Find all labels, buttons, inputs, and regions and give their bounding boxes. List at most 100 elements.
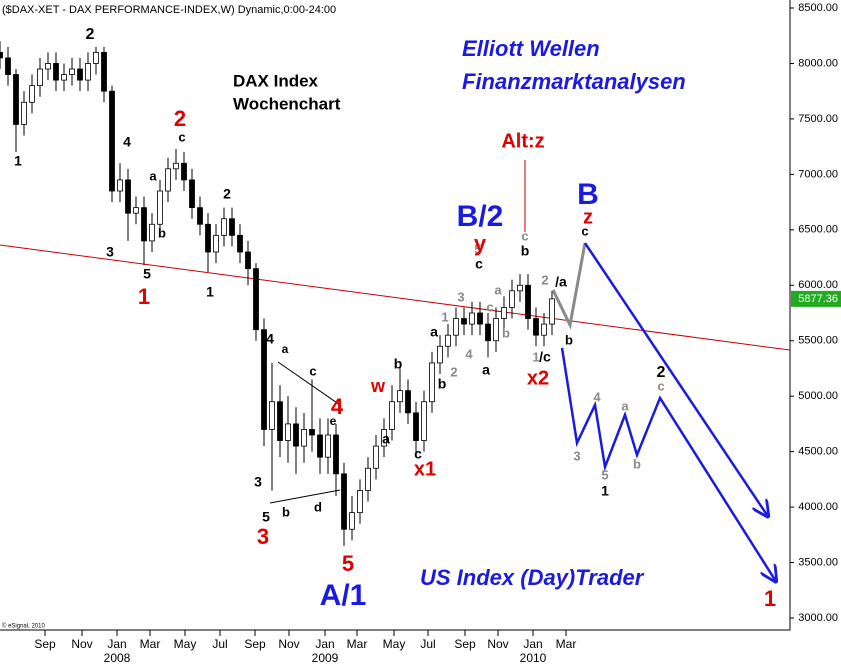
candle-body bbox=[221, 218, 227, 236]
candle-body bbox=[149, 223, 155, 242]
wave-label: c bbox=[475, 256, 483, 272]
wave-label: e bbox=[330, 414, 337, 428]
candle-body bbox=[317, 434, 323, 458]
wave-label: 2 bbox=[450, 364, 457, 379]
y-tick-label: 8500.00 bbox=[798, 2, 838, 14]
candle-body bbox=[341, 473, 347, 530]
wave-label: a bbox=[149, 168, 157, 183]
wave-label: /c bbox=[539, 349, 551, 365]
x-tick-label: Sep bbox=[454, 637, 476, 651]
candle-body bbox=[429, 362, 435, 403]
wave-label: 3 bbox=[106, 244, 114, 260]
wave-label: 5 bbox=[474, 241, 481, 256]
wave-label: a bbox=[482, 362, 490, 378]
y-tick-label: 5500.00 bbox=[798, 335, 838, 347]
wave-label: c bbox=[657, 378, 664, 393]
wave-label: 2 bbox=[657, 364, 666, 381]
wave-label: 1 bbox=[14, 153, 22, 169]
candle-body bbox=[461, 318, 467, 325]
guide-line bbox=[269, 489, 341, 504]
x-tick-label: Mar bbox=[347, 637, 368, 651]
candle-body bbox=[453, 318, 459, 336]
candle-body bbox=[53, 63, 59, 81]
wave-label: 2 bbox=[174, 106, 186, 131]
candle-body bbox=[333, 434, 339, 475]
wave-label: c bbox=[178, 129, 185, 144]
candle-body bbox=[509, 290, 515, 308]
guide-line bbox=[277, 361, 341, 406]
y-tick-label: 7000.00 bbox=[798, 168, 838, 180]
candle-body bbox=[405, 390, 411, 414]
x-tick-label: Mar bbox=[556, 637, 577, 651]
candle-body bbox=[117, 179, 123, 192]
y-tick-label: 7500.00 bbox=[798, 113, 838, 125]
candle-body bbox=[541, 323, 547, 336]
chart-title: ($DAX-XET - DAX PERFORMANCE-INDEX,W) Dyn… bbox=[2, 4, 336, 16]
candle-body bbox=[469, 312, 475, 325]
wave-label: x1 bbox=[414, 458, 436, 480]
wave-label: 3 bbox=[457, 289, 464, 304]
wave-label: b bbox=[394, 356, 403, 372]
wave-label: a bbox=[494, 282, 502, 297]
last-price-label: 5877.36 bbox=[798, 293, 838, 305]
x-tick-label: Mar bbox=[140, 637, 161, 651]
candle-body bbox=[181, 162, 187, 181]
wave-label: z bbox=[583, 206, 593, 228]
heading: US Index (Day)Trader bbox=[420, 565, 645, 590]
x-tick-label: Nov bbox=[71, 637, 92, 651]
wave-label: A/1 bbox=[320, 579, 367, 612]
candle-body bbox=[213, 234, 219, 253]
wave-label: 5 bbox=[143, 266, 151, 282]
candle-body bbox=[309, 429, 315, 436]
x-tick-label: Jan bbox=[523, 637, 542, 651]
wave-label: B bbox=[577, 178, 599, 211]
candle-body bbox=[437, 345, 443, 364]
wave-label: 1 bbox=[441, 309, 448, 324]
y-tick-label: 5000.00 bbox=[798, 390, 838, 402]
wave-label: 3 bbox=[257, 524, 269, 549]
candle-body bbox=[549, 298, 555, 325]
y-tick-label: 4500.00 bbox=[798, 446, 838, 458]
x-tick-label: May bbox=[383, 637, 406, 651]
candle-body bbox=[421, 401, 427, 441]
candle-body bbox=[517, 284, 523, 292]
candle-body bbox=[477, 312, 483, 325]
candle-body bbox=[93, 51, 99, 64]
heading: Finanzmarktanalysen bbox=[462, 69, 686, 94]
candle-body bbox=[381, 429, 387, 447]
candle-body bbox=[413, 412, 419, 441]
candle-body bbox=[133, 207, 139, 214]
candle-body bbox=[109, 90, 115, 192]
wave-label: /a bbox=[555, 274, 567, 290]
x-tick-label: Jan bbox=[107, 637, 126, 651]
wave-label: a bbox=[430, 324, 438, 340]
wave-label: 5 bbox=[342, 551, 354, 576]
x-tick-label: Sep bbox=[34, 637, 56, 651]
candle-body bbox=[301, 429, 307, 447]
wave-label: c bbox=[486, 299, 493, 314]
wave-label: 1 bbox=[532, 349, 539, 364]
candle-body bbox=[293, 423, 299, 447]
wave-label: 5 bbox=[262, 509, 270, 525]
wave-label: 2 bbox=[541, 272, 548, 287]
last-price-tag bbox=[791, 290, 841, 307]
wave-label: 3 bbox=[573, 448, 580, 463]
candle-body bbox=[61, 74, 67, 81]
wave-label: Alt:z bbox=[501, 130, 544, 152]
candle-body bbox=[269, 401, 275, 430]
wave-label: c bbox=[581, 223, 588, 238]
year-label: 2009 bbox=[312, 651, 339, 665]
candle-body bbox=[189, 179, 195, 209]
candle-body bbox=[141, 207, 147, 242]
candle-body bbox=[229, 218, 235, 236]
candle-body bbox=[325, 434, 331, 458]
candle-body bbox=[157, 190, 163, 225]
wave-label: 4 bbox=[123, 134, 131, 150]
wave-label: c bbox=[521, 228, 528, 243]
heading: DAX Index bbox=[233, 71, 319, 90]
guide-line bbox=[0, 244, 791, 351]
year-label: 2010 bbox=[520, 651, 547, 665]
candle-body bbox=[85, 63, 91, 81]
x-tick-label: May bbox=[174, 637, 197, 651]
